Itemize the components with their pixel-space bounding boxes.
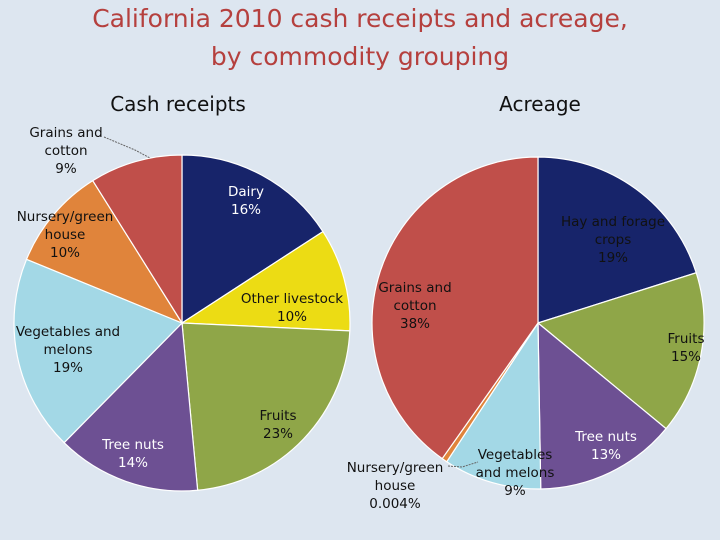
slice-labels: Dairy 16% Other livestock 10% Fruits 23% Tree …	[16, 125, 705, 512]
acreage-pie	[371, 156, 705, 490]
cash-name-vegetables-and-melons-line-2: melons	[43, 342, 92, 358]
cash-value-other-livestock: 10%	[277, 309, 307, 325]
cash-label-tree-nuts: Tree nuts 14%	[101, 437, 164, 471]
acreage-name-hay-and-forage-crops-line-2: crops	[595, 232, 632, 248]
cash-label-grains-and-cotton: Grains and cotton 9%	[29, 125, 102, 177]
acreage-value-hay-and-forage-crops: 19%	[598, 250, 628, 266]
chart-title-line-2: by commodity grouping	[211, 42, 509, 71]
acreage-name-hay-and-forage-crops-line-1: Hay and forage	[561, 214, 665, 230]
acreage-slice-fruits	[536, 271, 705, 430]
acreage-label-vegetables-and-melons: Vegetables and melons 9%	[476, 447, 555, 499]
acreage-name-vegetables-and-melons-line-2: and melons	[476, 465, 555, 481]
acreage-slice-hay-and-forage-crops	[537, 156, 697, 324]
cash-slice-grains-and-cotton	[91, 154, 183, 326]
acreage-name-fruits-line-1: Fruits	[668, 331, 705, 347]
cash-slice-fruits	[181, 322, 351, 491]
cash-value-fruits: 23%	[263, 426, 293, 442]
cash-value-nursery-greenhouse: 10%	[50, 245, 80, 261]
acreage-value-nursery-greenhouse: 0.004%	[369, 496, 421, 512]
acreage-label-hay-and-forage-crops: Hay and forage crops 19%	[561, 214, 665, 266]
leader-lines	[103, 136, 479, 468]
nursery-acreage-leader	[447, 461, 479, 468]
cash-name-vegetables-and-melons-line-1: Vegetables and	[16, 324, 120, 340]
cash-name-other-livestock-line-1: Other livestock	[241, 291, 343, 307]
cash-slice-nursery-greenhouse	[25, 179, 184, 325]
acreage-value-grains-and-cotton: 38%	[400, 316, 430, 332]
cash-name-nursery-greenhouse-line-1: Nursery/green	[17, 209, 114, 225]
cash-name-fruits-line-1: Fruits	[260, 408, 297, 424]
cash-receipts-pie	[13, 154, 351, 492]
cash-name-grains-and-cotton-line-2: cotton	[44, 143, 87, 159]
cash-slice-dairy	[181, 154, 324, 325]
acreage-label-fruits: Fruits 15%	[668, 331, 705, 365]
cash-value-tree-nuts: 14%	[118, 455, 148, 471]
acreage-slice-tree-nuts	[537, 321, 667, 490]
cash-name-grains-and-cotton-line-1: Grains and	[29, 125, 102, 141]
cash-label-vegetables-and-melons: Vegetables and melons 19%	[16, 324, 120, 376]
acreage-name-grains-and-cotton-line-2: cotton	[393, 298, 436, 314]
cash-slice-tree-nuts	[63, 321, 199, 492]
cash-value-dairy: 16%	[231, 202, 261, 218]
acreage-slice-grains-and-cotton	[371, 156, 539, 460]
cash-value-grains-and-cotton: 9%	[55, 161, 77, 177]
cash-slice-other-livestock	[180, 230, 351, 332]
acreage-value-fruits: 15%	[671, 349, 701, 365]
acreage-value-tree-nuts: 13%	[591, 447, 621, 463]
acreage-name-nursery-greenhouse-line-2: house	[375, 478, 416, 494]
cash-receipts-title: Cash receipts	[110, 92, 246, 116]
acreage-label-nursery-greenhouse: Nursery/green house 0.004%	[347, 460, 444, 512]
acreage-value-vegetables-and-melons: 9%	[504, 483, 526, 499]
cash-label-nursery-greenhouse: Nursery/green house 10%	[17, 209, 114, 261]
acreage-label-tree-nuts: Tree nuts 13%	[574, 429, 637, 463]
acreage-slice-vegetables-and-melons	[445, 321, 542, 490]
acreage-name-grains-and-cotton-line-1: Grains and	[378, 280, 451, 296]
acreage-label-grains-and-cotton: Grains and cotton 38%	[378, 280, 451, 332]
cash-label-other-livestock: Other livestock 10%	[241, 291, 343, 325]
acreage-name-vegetables-and-melons-line-1: Vegetables	[478, 447, 553, 463]
acreage-title: Acreage	[499, 92, 581, 116]
acreage-name-tree-nuts-line-1: Tree nuts	[574, 429, 637, 445]
grains-cotton-leader	[103, 136, 151, 159]
cash-slice-vegetables-and-melons	[13, 258, 184, 444]
chart-title-line-1: California 2010 cash receipts and acreag…	[92, 4, 628, 33]
acreage-name-nursery-greenhouse-line-1: Nursery/green	[347, 460, 444, 476]
cash-value-vegetables-and-melons: 19%	[53, 360, 83, 376]
cash-label-fruits: Fruits 23%	[260, 408, 297, 442]
cash-label-dairy: Dairy 16%	[228, 184, 264, 218]
cash-name-dairy-line-1: Dairy	[228, 184, 264, 200]
cash-name-tree-nuts-line-1: Tree nuts	[101, 437, 164, 453]
cash-name-nursery-greenhouse-line-2: house	[45, 227, 86, 243]
